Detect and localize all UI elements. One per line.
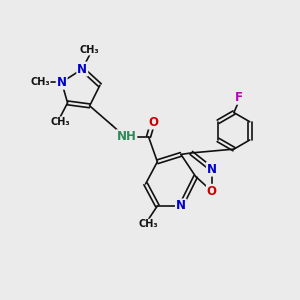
Text: N: N	[176, 200, 186, 212]
Text: CH₃: CH₃	[80, 45, 100, 55]
Text: CH₃: CH₃	[139, 220, 158, 230]
Text: O: O	[148, 116, 158, 128]
Text: CH₃: CH₃	[30, 77, 50, 87]
Text: F: F	[235, 91, 243, 104]
Text: N: N	[77, 62, 87, 76]
Text: N: N	[207, 163, 217, 176]
Text: N: N	[57, 76, 67, 89]
Text: CH₃: CH₃	[50, 117, 70, 127]
Text: NH: NH	[116, 130, 136, 143]
Text: O: O	[207, 185, 217, 198]
